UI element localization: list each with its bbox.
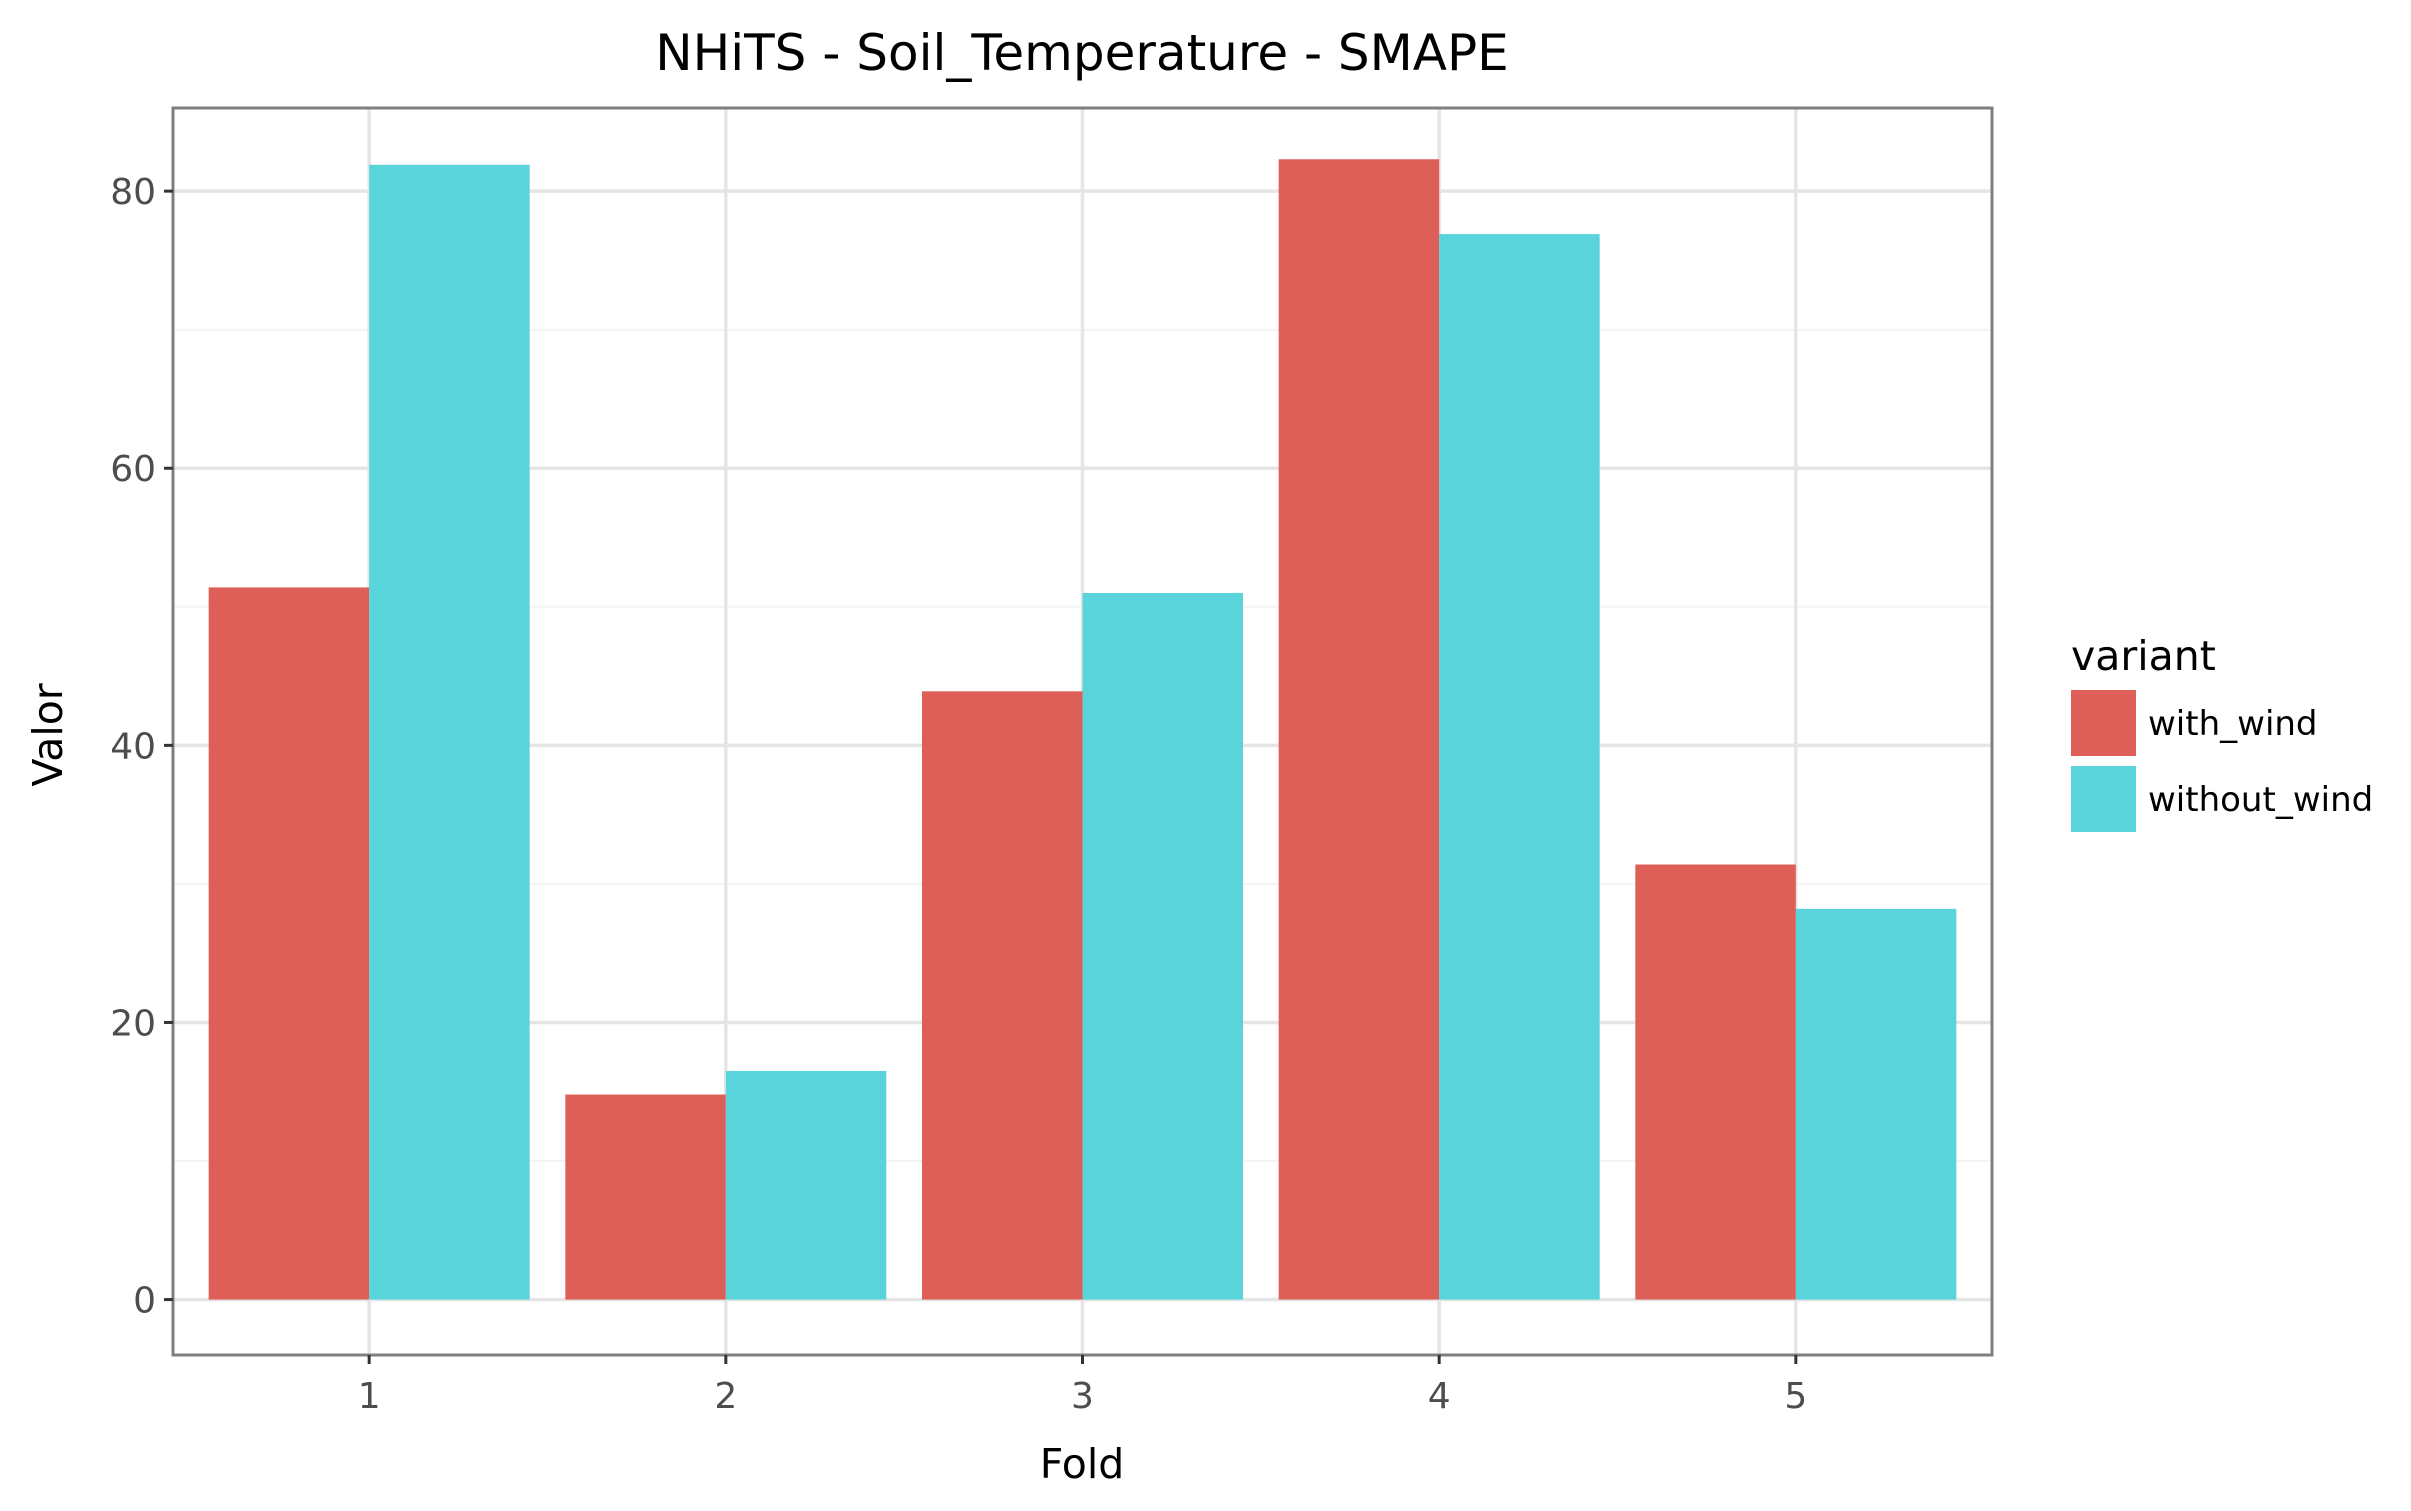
- legend-label-with-wind: with_wind: [2148, 704, 2318, 744]
- bar-with-wind-fold-2: [565, 1094, 726, 1300]
- bar-without-wind-fold-2: [725, 1070, 887, 1300]
- x-tick-label: 5: [1784, 1376, 1807, 1417]
- bar-without-wind-fold-3: [1082, 592, 1243, 1300]
- bar-with-wind-fold-5: [1635, 864, 1796, 1300]
- x-tick-label: 2: [714, 1376, 737, 1417]
- y-axis-title: Valor: [24, 683, 72, 786]
- bar-without-wind-fold-5: [1795, 908, 1957, 1300]
- bar-with-wind-fold-4: [1278, 159, 1440, 1300]
- y-tick-label: 40: [110, 726, 156, 767]
- x-tick-label: 1: [358, 1376, 381, 1417]
- bar-with-wind-fold-3: [922, 691, 1083, 1300]
- x-tick-label: 4: [1428, 1376, 1451, 1417]
- legend-title: variant: [2071, 632, 2216, 680]
- bar-without-wind-fold-1: [369, 164, 530, 1300]
- x-tick-label: 3: [1071, 1376, 1094, 1417]
- plot-panel: [171, 106, 1994, 1357]
- bar-without-wind-fold-4: [1439, 234, 1600, 1300]
- legend: variant with_wind without_wind: [2071, 632, 2373, 832]
- bar-with-wind-fold-1: [208, 587, 370, 1300]
- legend-key-with-wind: [2071, 690, 2136, 756]
- x-axis-title: Fold: [1040, 1440, 1125, 1488]
- y-axis: 0 20 40 60 80: [110, 172, 173, 1322]
- y-tick-label: 20: [110, 1003, 156, 1044]
- legend-label-without-wind: without_wind: [2148, 780, 2373, 820]
- chart-title: NHiTS - Soil_Temperature - SMAPE: [655, 24, 1509, 82]
- y-tick-label: 0: [133, 1281, 156, 1322]
- bars: [208, 159, 1957, 1300]
- y-tick-label: 80: [110, 172, 156, 213]
- y-tick-label: 60: [110, 449, 156, 490]
- legend-key-without-wind: [2071, 766, 2136, 832]
- x-axis: 1 2 3 4 5: [358, 1355, 1807, 1417]
